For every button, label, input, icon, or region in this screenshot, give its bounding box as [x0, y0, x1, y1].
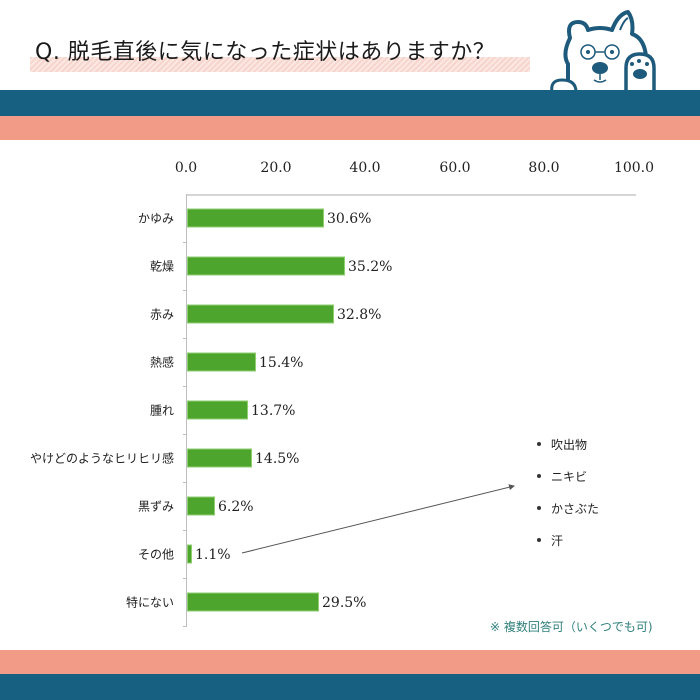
title-block: Q. 脱毛直後に気になった症状はありますか？ — [30, 30, 530, 74]
value-label: 1.1% — [195, 547, 231, 563]
bullet-icon — [537, 442, 541, 446]
bar — [187, 544, 192, 564]
bar — [187, 448, 252, 468]
bar — [187, 592, 319, 612]
value-label: 6.2% — [218, 499, 254, 515]
top-blue-band — [0, 90, 700, 116]
bar — [187, 400, 248, 420]
x-tick: 40.0 — [349, 160, 381, 176]
y-tick-mark — [183, 386, 187, 387]
category-label: かゆみ — [137, 211, 174, 226]
bar — [187, 256, 345, 276]
y-tick-mark — [183, 482, 187, 483]
x-tick: 80.0 — [528, 160, 560, 176]
y-tick-mark — [183, 578, 187, 579]
multiple-answer-note: ※ 複数回答可（いくつでも可) — [490, 620, 653, 634]
title-highlight — [30, 57, 530, 72]
list-item: ニキビ — [537, 460, 599, 492]
category-label: 特にない — [125, 595, 174, 610]
list-item: 吹出物 — [537, 428, 599, 460]
list-item: 汗 — [537, 524, 599, 556]
value-label: 32.8% — [337, 307, 382, 323]
category-label: その他 — [137, 547, 174, 562]
y-tick-mark — [183, 530, 187, 531]
value-label: 13.7% — [251, 403, 296, 419]
x-tick: 60.0 — [439, 160, 471, 176]
y-tick-mark — [183, 290, 187, 291]
bar — [187, 208, 324, 228]
y-tick-mark — [183, 338, 187, 339]
bar — [187, 352, 256, 372]
bullet-icon — [537, 474, 541, 478]
value-label: 30.6% — [327, 211, 372, 227]
other-breakdown-list: 吹出物 ニキビ かさぶた 汗 — [537, 428, 599, 556]
x-tick: 100.0 — [613, 160, 655, 176]
value-label: 15.4% — [259, 355, 304, 371]
bar — [187, 496, 215, 516]
bullet-icon — [537, 506, 541, 510]
bottom-blue-band — [0, 674, 700, 700]
x-tick: 20.0 — [260, 160, 292, 176]
y-tick-mark — [183, 626, 187, 627]
category-label: 黒ずみ — [137, 499, 174, 514]
chart-title: Q. 脱毛直後に気になった症状はありますか？ — [35, 40, 496, 65]
bottom-salmon-band — [0, 650, 700, 674]
plot-top-border — [186, 194, 636, 196]
top-salmon-band — [0, 116, 700, 140]
value-label: 35.2% — [348, 259, 393, 275]
bullet-icon — [537, 538, 541, 542]
value-label: 14.5% — [255, 451, 300, 467]
category-label: 腫れ — [149, 403, 174, 418]
category-label: やけどのようなヒリヒリ感 — [29, 451, 174, 466]
y-tick-mark — [183, 434, 187, 435]
y-axis-line — [186, 194, 187, 626]
value-label: 29.5% — [322, 595, 367, 611]
x-tick: 0.0 — [174, 160, 198, 176]
category-label: 乾燥 — [149, 259, 174, 274]
list-item: かさぶた — [537, 492, 599, 524]
y-tick-mark — [183, 242, 187, 243]
category-label: 赤み — [149, 307, 174, 322]
bar — [187, 304, 334, 324]
category-label: 熱感 — [149, 355, 174, 370]
